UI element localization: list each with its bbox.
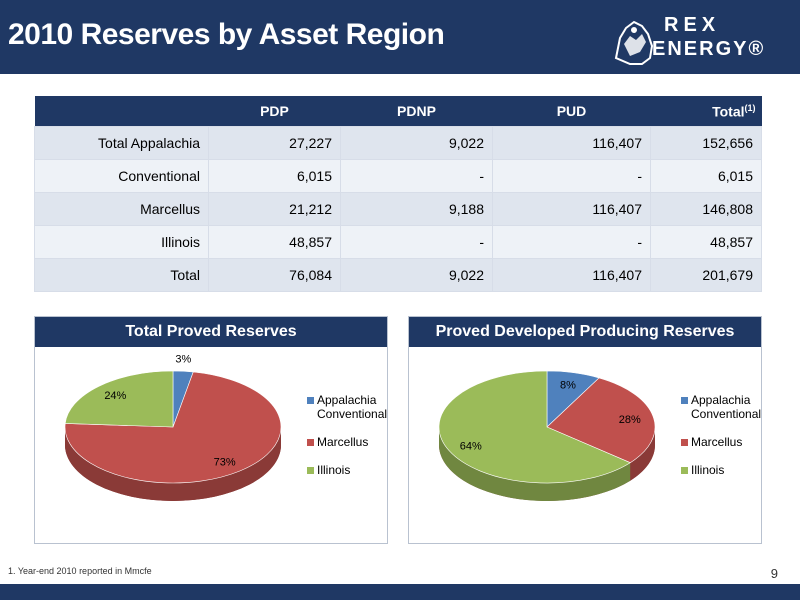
pie-slice <box>438 370 631 484</box>
pie-slice-side <box>630 427 655 481</box>
table-header-total-label: Total <box>712 103 745 120</box>
legend-label: Illinois <box>691 463 725 477</box>
table-cell: 152,656 <box>650 126 762 160</box>
legend-label: Marcellus <box>691 435 743 449</box>
legend-item: Appalachia Conventional <box>307 393 387 421</box>
table-header-row: PDP PDNP PUD Total(1) <box>34 96 762 127</box>
logo-text-energy: ENERGY® <box>652 38 766 60</box>
chart-title: Total Proved Reserves <box>35 317 387 347</box>
footnote: 1. Year-end 2010 reported in Mmcfe <box>8 566 152 576</box>
legend-item: Marcellus <box>681 435 761 449</box>
legend-item: Marcellus <box>307 435 387 449</box>
table-cell: 21,212 <box>208 192 341 226</box>
table-header-pud: PUD <box>492 96 651 127</box>
pie-slice-side <box>439 427 631 501</box>
table-header-total: Total(1) <box>650 96 762 127</box>
table-cell: Marcellus <box>34 192 209 226</box>
chart-legend: Appalachia Conventional Marcellus Illino… <box>307 393 387 491</box>
bottom-bar <box>0 584 800 600</box>
table-cell: 48,857 <box>650 225 762 259</box>
legend-label: Appalachia Conventional <box>317 393 388 421</box>
table-row: Total 76,084 9,022 116,407 201,679 <box>34 258 762 292</box>
legend-swatch <box>681 467 688 474</box>
table-cell: 76,084 <box>208 258 341 292</box>
table-cell: Total Appalachia <box>34 126 209 160</box>
proved-developed-producing-pie: 8% 28% 64% <box>438 370 656 501</box>
table-cell: 6,015 <box>208 159 341 193</box>
table-row: Marcellus 21,212 9,188 116,407 146,808 <box>34 192 762 226</box>
legend-label: Marcellus <box>317 435 369 449</box>
table-cell: 9,022 <box>340 258 493 292</box>
header-bar: 2010 Reserves by Asset Region REX ENERGY… <box>0 0 800 74</box>
table-cell: 9,022 <box>340 126 493 160</box>
table-header-footnote-marker: (1) <box>744 102 756 113</box>
logo-text-rex: REX <box>664 14 721 36</box>
logo-emblem-icon <box>614 20 654 65</box>
legend-label: Illinois <box>317 463 351 477</box>
table-cell: - <box>492 225 651 259</box>
pie-slice-side <box>65 427 281 501</box>
pie-slice <box>64 371 282 484</box>
legend-label: Appalachia Conventional <box>691 393 762 421</box>
legend-swatch <box>307 439 314 446</box>
pie-slice <box>546 377 656 464</box>
chart-legend: Appalachia Conventional Marcellus Illino… <box>681 393 761 491</box>
table-header-pdnp: PDNP <box>340 96 493 127</box>
legend-swatch <box>307 467 314 474</box>
page-number: 9 <box>770 566 778 581</box>
table-row: Total Appalachia 27,227 9,022 116,407 15… <box>34 126 762 160</box>
table-cell: 201,679 <box>650 258 762 292</box>
table-row: Illinois 48,857 - - 48,857 <box>34 225 762 259</box>
pie-data-label: 3% <box>175 354 191 366</box>
table-cell: Conventional <box>34 159 209 193</box>
proved-developed-producing-panel: Proved Developed Producing Reserves 8% 28… <box>408 316 762 544</box>
page-title: 2010 Reserves by Asset Region <box>8 18 445 51</box>
rex-energy-logo: REX ENERGY® <box>612 14 792 70</box>
legend-item: Illinois <box>681 463 761 477</box>
total-proved-reserves-panel: Total Proved Reserves 3% 73% 24% Appalachi… <box>34 316 388 544</box>
pie-data-label: 28% <box>619 414 641 426</box>
chart-title: Proved Developed Producing Reserves <box>409 317 761 347</box>
table-cell: Illinois <box>34 225 209 259</box>
pie-data-label: 73% <box>214 457 236 469</box>
table-cell: 116,407 <box>492 126 651 160</box>
table-cell: 6,015 <box>650 159 762 193</box>
legend-item: Illinois <box>307 463 387 477</box>
table-cell: 48,857 <box>208 225 341 259</box>
reserves-table: PDP PDNP PUD Total(1) Total Appalachia 2… <box>34 96 762 292</box>
table-cell: 9,188 <box>340 192 493 226</box>
pie-data-label: 8% <box>560 380 576 392</box>
table-cell: Total <box>34 258 209 292</box>
legend-swatch <box>307 397 314 404</box>
legend-swatch <box>681 439 688 446</box>
table-header-pdp: PDP <box>208 96 341 127</box>
table-cell: - <box>492 159 651 193</box>
table-cell: - <box>340 159 493 193</box>
legend-item: Appalachia Conventional <box>681 393 761 421</box>
table-cell: 27,227 <box>208 126 341 160</box>
legend-swatch <box>681 397 688 404</box>
table-cell: 146,808 <box>650 192 762 226</box>
table-cell: 116,407 <box>492 258 651 292</box>
pie-data-label: 64% <box>460 441 482 453</box>
table-cell: 116,407 <box>492 192 651 226</box>
table-header-blank <box>34 96 209 127</box>
pie-slice <box>64 370 174 428</box>
table-cell: - <box>340 225 493 259</box>
table-row: Conventional 6,015 - - 6,015 <box>34 159 762 193</box>
total-proved-reserves-pie: 3% 73% 24% <box>64 354 282 501</box>
pie-data-label: 24% <box>104 390 126 402</box>
